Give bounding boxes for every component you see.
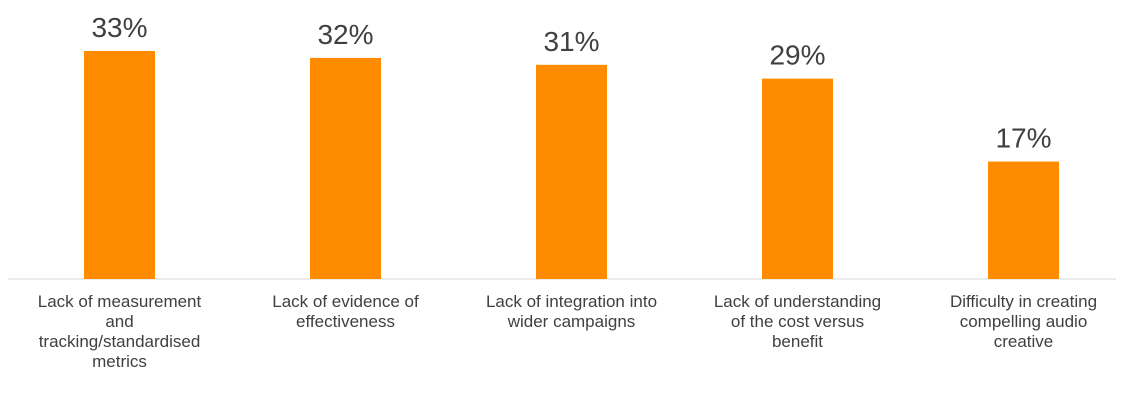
- category-label-line: metrics: [92, 352, 147, 371]
- category-label-line: creative: [994, 332, 1054, 351]
- category-label-line: Lack of evidence of: [272, 292, 419, 311]
- category-label-line: compelling audio: [960, 312, 1088, 331]
- category-label-line: benefit: [772, 332, 823, 351]
- bar-2: [310, 57, 381, 280]
- value-label-5: 17%: [995, 123, 1051, 154]
- category-label-line: and: [105, 312, 133, 331]
- category-label-line: Lack of integration into: [486, 292, 657, 311]
- category-label-1: Lack of measurement and tracking/standardi…: [38, 292, 202, 371]
- category-label-line: Lack of measurement: [38, 292, 202, 311]
- bar-4: [762, 78, 833, 280]
- category-label-3: Lack of integration into wider campaigns: [486, 292, 657, 331]
- category-label-line: wider campaigns: [507, 312, 636, 331]
- bar-3: [536, 64, 607, 280]
- category-label-2: Lack of evidence of effectiveness: [272, 292, 419, 331]
- value-labels-group: 33% 32% 31% 29% 17%: [91, 12, 1051, 154]
- category-label-line: tracking/standardised: [39, 332, 201, 351]
- bars-group: [84, 51, 1059, 280]
- bar-5: [988, 161, 1059, 279]
- value-label-2: 32%: [317, 19, 373, 50]
- bar-1: [84, 51, 155, 279]
- value-label-3: 31%: [543, 26, 599, 57]
- category-label-line: effectiveness: [296, 312, 395, 331]
- category-label-line: Difficulty in creating: [950, 292, 1097, 311]
- value-label-4: 29%: [769, 40, 825, 71]
- value-label-1: 33%: [91, 12, 147, 43]
- category-label-5: Difficulty in creating compelling audio cr…: [950, 292, 1097, 351]
- category-labels-group: Lack of measurement and tracking/standardi…: [38, 292, 1097, 371]
- category-label-line: Lack of understanding: [714, 292, 881, 311]
- category-label-4: Lack of understanding of the cost versus b…: [714, 292, 881, 351]
- category-label-line: of the cost versus: [731, 312, 864, 331]
